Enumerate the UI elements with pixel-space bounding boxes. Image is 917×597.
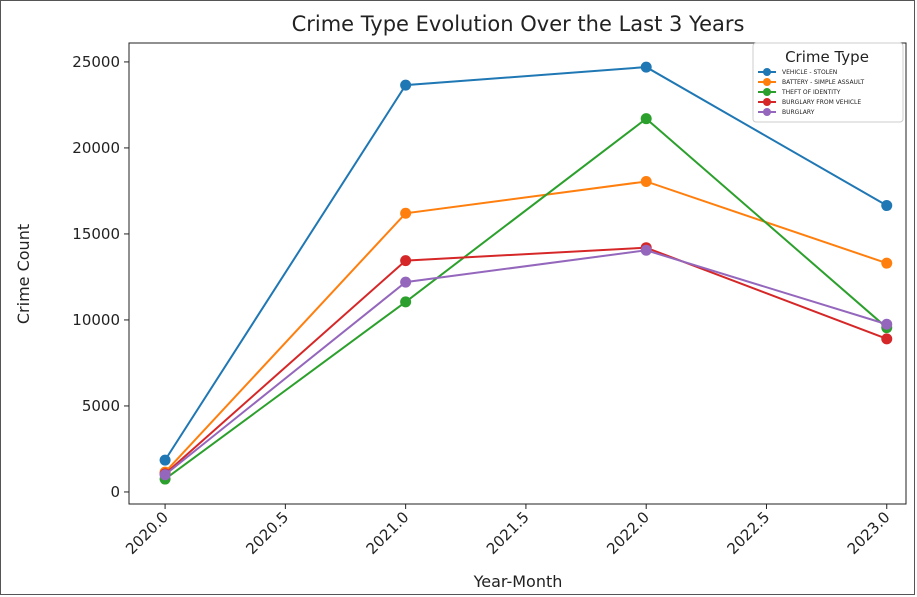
legend-marker [763, 108, 771, 116]
y-tick-label: 5000 [82, 397, 120, 415]
legend-entry: BATTERY - SIMPLE ASSAULT [758, 78, 864, 86]
series-layer [159, 61, 893, 485]
plot-area-border [128, 42, 907, 505]
series-4 [159, 244, 893, 481]
data-point [400, 296, 412, 308]
legend-marker [763, 68, 771, 76]
data-point [400, 276, 412, 288]
legend-entry: BURGLARY FROM VEHICLE [758, 98, 861, 106]
x-tick-label: 2020.0 [122, 508, 172, 558]
legend-label: VEHICLE - STOLEN [782, 69, 837, 76]
legend-entry: THEFT OF IDENTITY [758, 88, 841, 96]
data-point [159, 469, 171, 481]
data-point [400, 207, 412, 219]
y-tick-label: 15000 [72, 225, 120, 243]
series-line [164, 246, 888, 475]
series-line [164, 249, 888, 476]
y-axis-label: Crime Count [14, 224, 33, 324]
x-tick-label: 2023.0 [844, 508, 894, 558]
data-point [159, 454, 171, 466]
series-line [164, 180, 888, 473]
y-tick-label: 10000 [72, 311, 120, 329]
legend-label: THEFT OF IDENTITY [781, 89, 841, 96]
data-point [640, 175, 652, 187]
x-tick-label: 2021.0 [363, 508, 413, 558]
data-point [881, 318, 893, 330]
x-tick-label: 2022.5 [723, 508, 773, 558]
y-tick-label: 25000 [72, 53, 120, 71]
legend-label: BATTERY - SIMPLE ASSAULT [782, 79, 864, 86]
series-1 [159, 175, 893, 478]
legend-box [752, 42, 904, 123]
series-line [164, 117, 888, 480]
data-point [640, 61, 652, 73]
y-tick-label: 0 [110, 483, 120, 501]
legend-marker [763, 98, 771, 106]
data-point [400, 79, 412, 91]
series-0 [159, 61, 893, 466]
legend-marker [763, 88, 771, 96]
legend-marker [763, 78, 771, 86]
legend-title: Crime Type [785, 48, 869, 66]
x-tick-label: 2022.0 [603, 508, 653, 558]
data-point [881, 333, 893, 345]
legend-label: BURGLARY [782, 109, 815, 116]
data-point [881, 257, 893, 269]
x-tick-label: 2021.5 [483, 508, 533, 558]
legend: Crime Type VEHICLE - STOLEN BATTERY - SIM… [752, 42, 904, 123]
x-axis-label: Year-Month [473, 572, 563, 591]
y-tick-label: 20000 [72, 139, 120, 157]
x-tick-label: 2020.5 [242, 508, 292, 558]
data-point [400, 255, 412, 267]
series-line [164, 66, 888, 461]
data-point [640, 244, 652, 256]
legend-label: BURGLARY FROM VEHICLE [782, 99, 861, 106]
chart-title: Crime Type Evolution Over the Last 3 Yea… [292, 12, 745, 36]
legend-entry: BURGLARY [758, 108, 815, 116]
data-point [881, 200, 893, 212]
data-point [640, 113, 652, 125]
legend-entry: VEHICLE - STOLEN [758, 68, 837, 76]
